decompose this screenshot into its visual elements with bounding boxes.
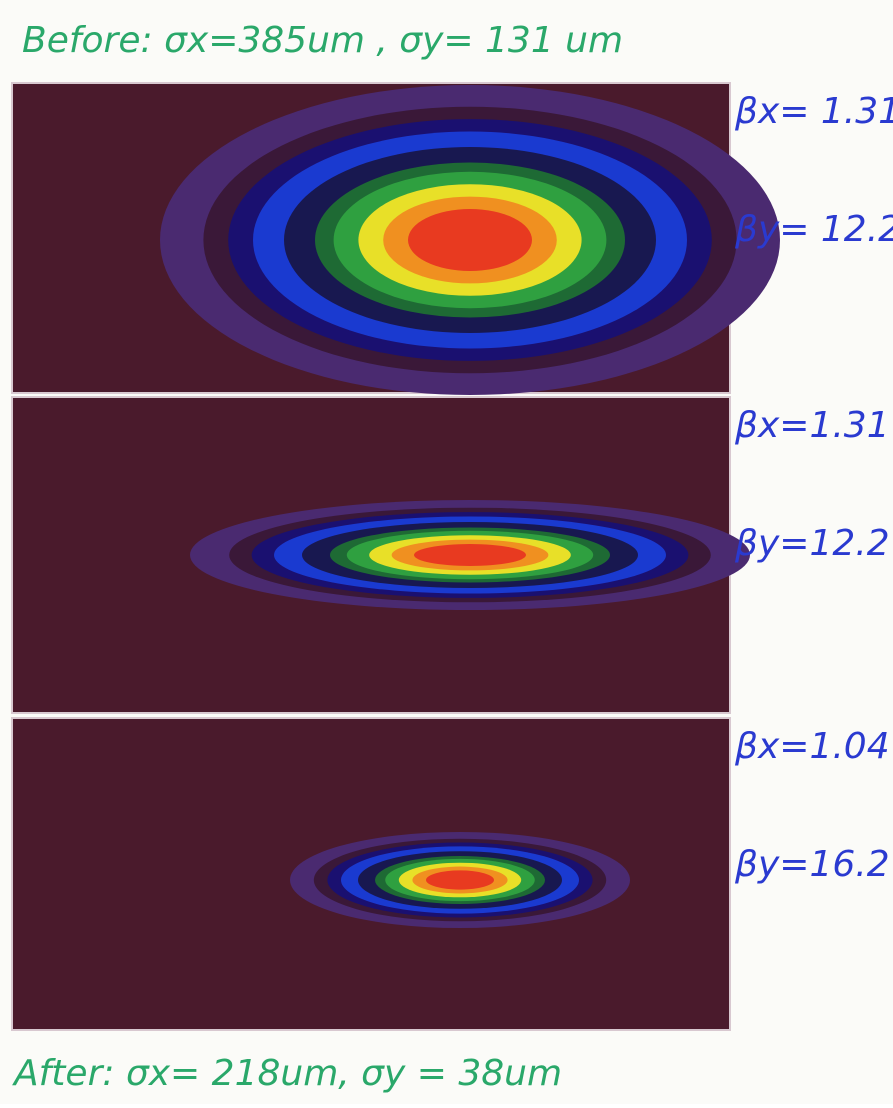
beta-y-label: βy=16.2: [734, 844, 890, 885]
before-caption: Before: σx=385um , σy= 131 um: [22, 20, 623, 61]
beam-contour: [426, 870, 494, 890]
panels: βx= 1.31 βy= 12.2 βx=1.31 βy=12.2 βx=1.04 βy=…: [11, 82, 893, 1031]
beta-y-label: βy=12.2: [734, 523, 890, 564]
after-caption: After: σx= 218um, σy = 38um: [12, 1053, 562, 1094]
beta-x-label: βx=1.04: [734, 726, 890, 767]
beta-x-label: βx= 1.31: [734, 91, 893, 132]
beam-contour: [408, 209, 532, 271]
beta-y-label: βy= 12.2: [734, 209, 893, 250]
beam-contour: [414, 544, 526, 566]
beta-x-label: βx=1.31: [734, 405, 890, 446]
